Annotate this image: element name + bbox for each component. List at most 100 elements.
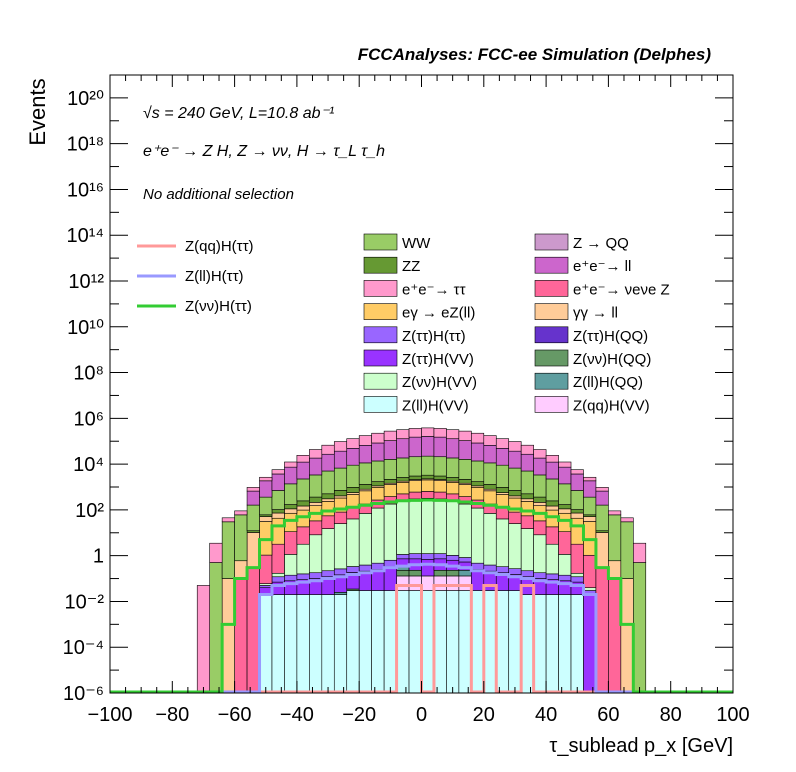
- stack-bar: [209, 542, 223, 563]
- stack-bar: [520, 501, 534, 517]
- stack-bar: [421, 559, 435, 577]
- stack-bar: [570, 509, 584, 514]
- stack-bar: [371, 562, 385, 570]
- x-tick-label: 60: [597, 704, 619, 726]
- stack-bar: [570, 490, 584, 510]
- stack-bar: [346, 566, 360, 573]
- stack-bar: [458, 569, 472, 577]
- legend-swatch: [363, 233, 398, 251]
- y-tick-label: 10¹⁴: [67, 225, 105, 247]
- stack-bar: [595, 490, 609, 506]
- stack-bar: [358, 490, 372, 505]
- y-axis-label: Events: [25, 78, 50, 145]
- stack-bar: [446, 569, 460, 577]
- stack-bar: [471, 562, 485, 570]
- stack-bar: [321, 515, 335, 529]
- stack-bar: [558, 512, 572, 533]
- x-tick-label: −20: [342, 704, 376, 726]
- stack-bar: [221, 578, 235, 694]
- stack-bar: [508, 467, 522, 491]
- stack-bar: [495, 438, 510, 449]
- stack-bar: [284, 512, 298, 533]
- stack-bar: [271, 512, 285, 519]
- stack-bar: [570, 572, 584, 578]
- stack-bar: [396, 438, 410, 459]
- stack-bar: [321, 470, 335, 495]
- stack-bar: [545, 500, 559, 507]
- stack-bar: [558, 508, 572, 514]
- stack-bar: [446, 438, 460, 459]
- stack-bar: [533, 449, 547, 459]
- legend-label: Z(qq)H(ττ): [185, 238, 254, 255]
- stack-bar: [371, 569, 385, 591]
- stack-bar: [421, 479, 435, 492]
- stack-bar: [520, 570, 534, 578]
- stack-bar: [309, 449, 323, 459]
- stack-bar: [570, 469, 584, 475]
- stack-bar: [446, 500, 460, 556]
- stack-bar: [259, 480, 273, 498]
- stack-bar: [259, 516, 273, 522]
- stack-bar: [296, 526, 310, 545]
- legend-label: Z(qq)H(VV): [573, 397, 650, 414]
- stack-bar: [246, 487, 260, 492]
- stack-bar: [545, 594, 559, 694]
- legend-label: Z(νν)H(QQ): [573, 351, 651, 368]
- stack-bar: [383, 590, 397, 694]
- stack-bar: [234, 510, 248, 516]
- legend-swatch: [363, 280, 398, 297]
- stack-bar: [458, 503, 472, 558]
- stack-bar: [483, 462, 497, 485]
- stack-bar: [383, 459, 397, 480]
- stack-bar: [545, 478, 559, 502]
- stack-bar: [371, 481, 385, 487]
- stack-bar: [471, 481, 485, 487]
- stack-bar: [383, 484, 397, 497]
- signal-line: [110, 498, 733, 694]
- stack-bar: [333, 511, 348, 524]
- stack-bar: [421, 436, 435, 457]
- legend-label: Z(ll)H(VV): [402, 397, 469, 414]
- stack-bar: [533, 534, 547, 574]
- stack-bar: [608, 560, 622, 579]
- stack-bar: [321, 501, 335, 517]
- stack-bar: [508, 441, 522, 452]
- legend-label: Z(νν)H(ττ): [185, 298, 252, 315]
- stack-bar: [595, 567, 609, 694]
- stack-bar: [583, 480, 597, 498]
- stack-bar: [446, 482, 460, 495]
- stack-bar: [358, 590, 372, 694]
- stack-bar: [396, 457, 410, 478]
- stack-bar: [309, 502, 323, 506]
- x-tick-label: −60: [218, 704, 252, 726]
- legend-swatch: [363, 326, 398, 344]
- stack-bar: [570, 576, 584, 583]
- stack-bar: [446, 457, 460, 478]
- stack-bar: [583, 476, 597, 482]
- stack-bar: [421, 497, 435, 554]
- stack-bar: [271, 543, 285, 574]
- stack-bar: [408, 436, 422, 458]
- stack-bar: [209, 562, 223, 694]
- process-annotation: e⁺e⁻ → Z H, Z → νν, H → τ_L τ_h: [143, 143, 385, 160]
- legend-label: Z → QQ: [573, 235, 629, 252]
- stack-bar: [396, 500, 410, 555]
- stack-bar: [471, 460, 485, 482]
- stack-bar: [284, 554, 298, 576]
- stack-bar: [545, 573, 559, 580]
- stack-bar: [446, 555, 460, 561]
- stack-bar: [545, 509, 559, 528]
- stack-bar: [271, 490, 285, 510]
- stack-bar: [408, 498, 422, 554]
- stack-bar: [433, 498, 447, 554]
- stack-bar: [321, 493, 335, 500]
- stack-bar: [508, 450, 522, 469]
- stack-bar: [309, 520, 323, 536]
- stack-bar: [296, 478, 310, 502]
- legend-label: ZZ: [402, 258, 420, 275]
- legend-label: e⁺e⁻→ ττ: [402, 281, 466, 298]
- stack-bar: [458, 590, 472, 694]
- stack-bar: [583, 594, 597, 694]
